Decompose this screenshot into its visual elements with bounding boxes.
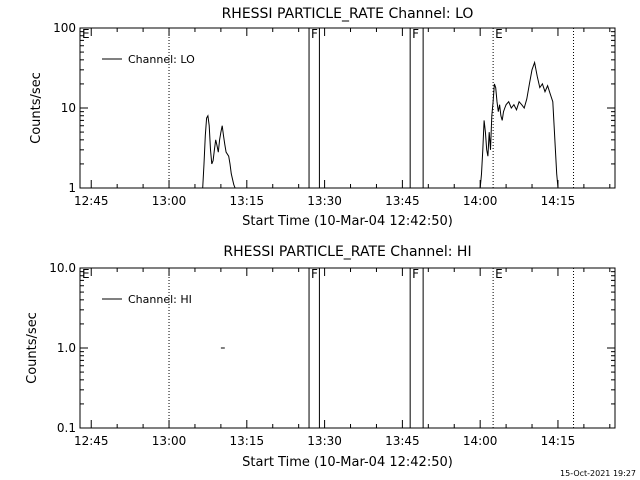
legend: Channel: HI [102, 293, 192, 306]
x-tick-label: 13:00 [152, 434, 187, 448]
y-tick-label: 0.1 [57, 421, 76, 435]
series-line [479, 60, 559, 189]
data-series [202, 60, 559, 189]
x-tick-label: 12:45 [74, 434, 109, 448]
y-tick-label: 10 [61, 101, 76, 115]
chart-title: RHESSI PARTICLE_RATE Channel: HI [223, 244, 471, 260]
x-axis: 12:45 13:00 13:15 13:30 13:45 14:00 14:15 [74, 28, 611, 208]
event-marker-label: F [412, 267, 419, 281]
y-tick-label: 100 [53, 21, 76, 35]
event-marker-label: F [311, 267, 318, 281]
x-tick-label: 13:15 [230, 434, 265, 448]
x-tick-label: 13:30 [307, 194, 342, 208]
y-axis-label: Counts/sec [29, 72, 44, 144]
y-axis: 0.1 1.0 10.0 [49, 261, 615, 435]
x-axis-label: Start Time (10-Mar-04 12:42:50) [242, 455, 453, 470]
event-marker-label: F [311, 27, 318, 41]
legend: Channel: LO [102, 53, 195, 66]
y-axis: 1 10 100 [53, 21, 615, 195]
event-marker-label: E [82, 267, 90, 281]
y-tick-label: 10.0 [49, 261, 76, 275]
event-marker-label: E [82, 27, 90, 41]
plot-frame [79, 267, 616, 429]
y-axis-label: Counts/sec [25, 312, 40, 384]
y-tick-label: 1 [68, 181, 76, 195]
x-tick-label: 13:30 [307, 434, 342, 448]
chart-title: RHESSI PARTICLE_RATE Channel: LO [222, 6, 474, 22]
x-axis: 12:45 13:00 13:15 13:30 13:45 14:00 14:15 [74, 268, 611, 448]
x-axis-label: Start Time (10-Mar-04 12:42:50) [242, 214, 453, 229]
x-tick-label: 14:00 [463, 194, 498, 208]
x-tick-label: 14:15 [541, 194, 576, 208]
event-marker-label: E [495, 27, 503, 41]
hi-channel-chart: RHESSI PARTICLE_RATE Channel: HI 0.1 1.0 10… [25, 244, 616, 470]
x-tick-label: 13:45 [385, 434, 420, 448]
legend-entry: Channel: HI [128, 293, 192, 306]
x-tick-label: 14:00 [463, 434, 498, 448]
x-tick-label: 14:15 [541, 434, 576, 448]
footer-timestamp: 15-Oct-2021 19:27 [560, 469, 636, 478]
event-marker-label: E [495, 267, 503, 281]
series-line [202, 114, 236, 189]
y-tick-label: 1.0 [57, 341, 76, 355]
lo-channel-chart: RHESSI PARTICLE_RATE Channel: LO11010012… [29, 6, 616, 229]
legend-entry: Channel: LO [128, 53, 195, 66]
x-tick-label: 12:45 [74, 194, 109, 208]
event-marker-label: F [412, 27, 419, 41]
x-tick-label: 13:45 [385, 194, 420, 208]
plot-frame [79, 27, 616, 189]
x-tick-label: 13:15 [230, 194, 265, 208]
x-tick-label: 13:00 [152, 194, 187, 208]
